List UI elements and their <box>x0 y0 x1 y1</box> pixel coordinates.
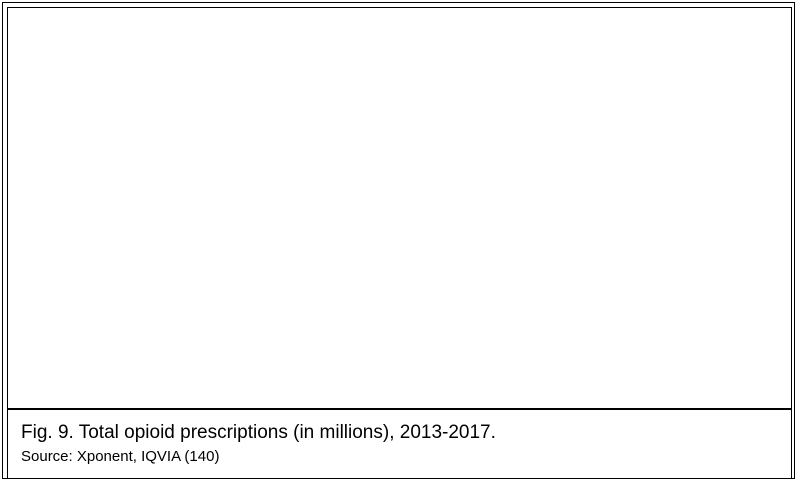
figure-source: Source: Xponent, IQVIA (140) <box>21 448 220 465</box>
figure-image-area <box>8 8 791 406</box>
figure-caption: Fig. 9. Total opioid prescriptions (in m… <box>21 422 496 443</box>
caption-divider <box>8 408 791 410</box>
figure-inner-frame: Fig. 9. Total opioid prescriptions (in m… <box>7 7 792 478</box>
